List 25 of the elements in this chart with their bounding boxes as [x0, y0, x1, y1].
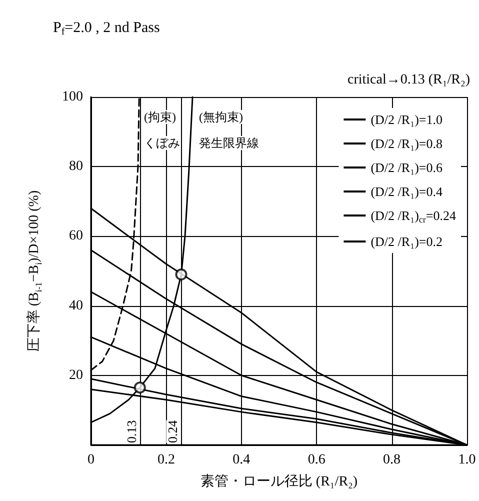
x-tick-label: 0.6	[308, 452, 326, 468]
legend-label: (D/2 /R₁)=0.6	[370, 160, 444, 175]
ref-line-label: 0.24	[165, 420, 180, 443]
legend-label: (D/2 /R₁)=0.4	[370, 184, 444, 199]
x-tick-label: 0	[88, 452, 94, 468]
annotation: (無拘束)	[199, 110, 243, 124]
x-tick-label: 1.0	[458, 452, 476, 468]
y-tick-label: 100	[62, 90, 83, 104]
y-tick-label: 20	[69, 368, 83, 383]
y-tick-label: 80	[69, 159, 83, 174]
legend-label: (D/2 /R₁)=0.8	[370, 136, 443, 151]
x-axis-title: 素管・ロール径比 (R₁/R₂)	[200, 474, 358, 490]
x-tick-label: 0.4	[232, 452, 250, 468]
x-tick-label: 0.8	[383, 452, 401, 468]
y-tick-label: 60	[69, 228, 83, 244]
ref-line-label: 0.13	[124, 420, 139, 443]
legend-label: (D/2 /R₁)=1.0	[370, 112, 443, 127]
annotation: 発生限界線	[199, 136, 259, 150]
y-axis-title: 圧下率 (Bi-1−Bi)/D×100 (%)	[26, 190, 44, 352]
x-tick-label: 0.2	[157, 452, 175, 468]
annotation: (拘束)	[144, 110, 176, 124]
annotation: くぼみ	[144, 136, 180, 150]
legend-label: (D/2 /R₁)=0.2	[370, 234, 443, 249]
y-tick-label: 40	[69, 298, 83, 314]
text: critical→0.13 (R₁/R₂)	[347, 72, 470, 88]
